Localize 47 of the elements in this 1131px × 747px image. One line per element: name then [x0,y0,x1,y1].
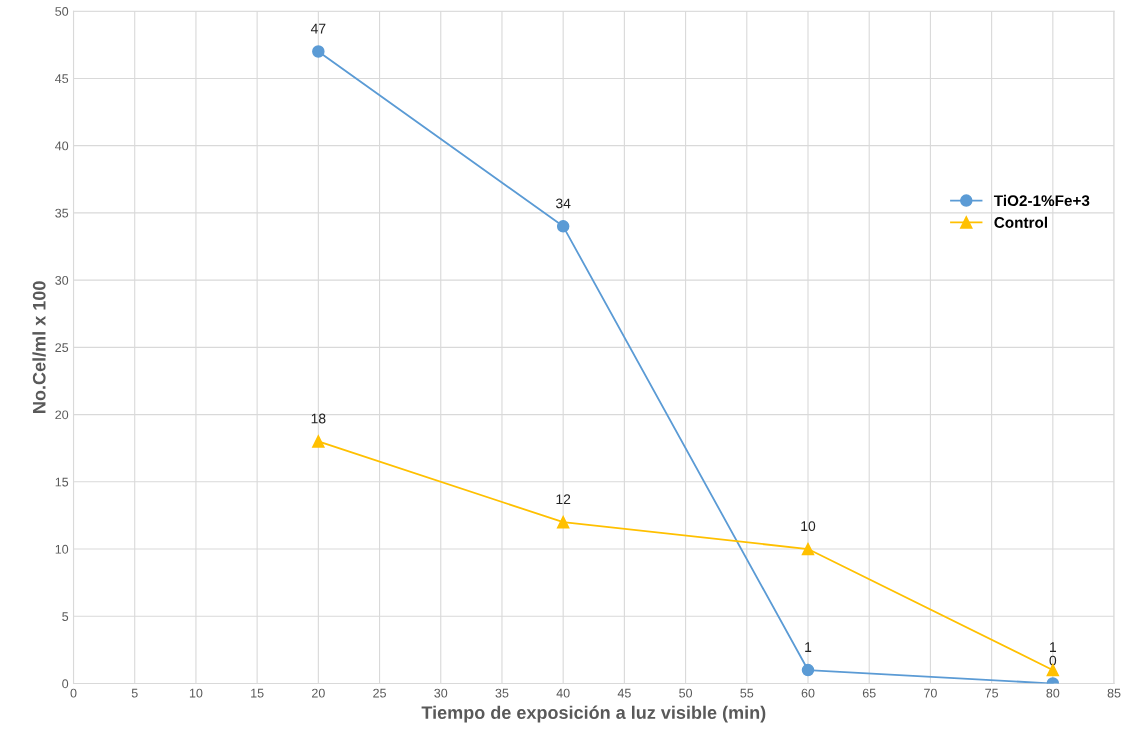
x-tick-label: 20 [312,688,325,698]
y-tick-label: 30 [55,275,69,285]
x-tick-label: 10 [189,688,203,698]
y-tick-label: 10 [55,544,69,554]
x-tick-label: 30 [434,688,448,698]
y-tick-label: 50 [55,7,69,16]
data-label: 34 [555,198,571,209]
x-tick-label: 35 [495,688,509,698]
point [801,663,815,677]
y-tick-label: 35 [55,208,69,218]
x-tick-label: 45 [617,688,631,698]
y-tick-label: 25 [55,343,69,353]
x-tick-label: 50 [679,688,693,698]
data-label: 12 [556,494,571,504]
point [312,435,325,448]
data-label: 47 [310,23,326,34]
point [556,515,570,529]
data-label: 18 [311,413,326,424]
data-label: 1 [1050,642,1057,652]
x-tick-label: 75 [985,688,999,698]
x-tick-label: 0 [70,688,77,698]
x-tick-label: 40 [556,688,570,698]
y-tick-label: 40 [55,141,69,151]
x-tick-label: 70 [924,688,937,698]
x-tick-label: 25 [373,688,386,698]
x-tick-label: 15 [251,688,264,698]
legend-label: TiO2-1%Fe+3 [993,194,1090,207]
x-tick-label: 85 [1107,688,1121,698]
x-tick-label: 60 [801,688,815,698]
point [801,542,815,556]
y-tick-label: 45 [55,74,69,84]
x-tick-label: 5 [131,688,138,698]
data-label: 0 [1049,655,1057,666]
y-tick-label: 15 [55,477,69,487]
x-tick-label: 80 [1046,688,1060,698]
data-label: 10 [801,521,816,532]
y-axis-title: No.Cel/ml x 100 [32,281,46,413]
x-axis-title: Tiempo de exposición a luz visible (min) [421,705,766,723]
point [556,220,570,233]
x-tick-label: 65 [862,688,876,698]
legend-label: Control [994,216,1047,228]
data-label: 1 [805,642,812,652]
y-tick-label: 5 [62,612,69,621]
x-tick-label: 55 [740,688,754,698]
y-tick-label: 0 [62,679,69,689]
point [312,45,325,58]
y-tick-label: 20 [55,410,69,420]
